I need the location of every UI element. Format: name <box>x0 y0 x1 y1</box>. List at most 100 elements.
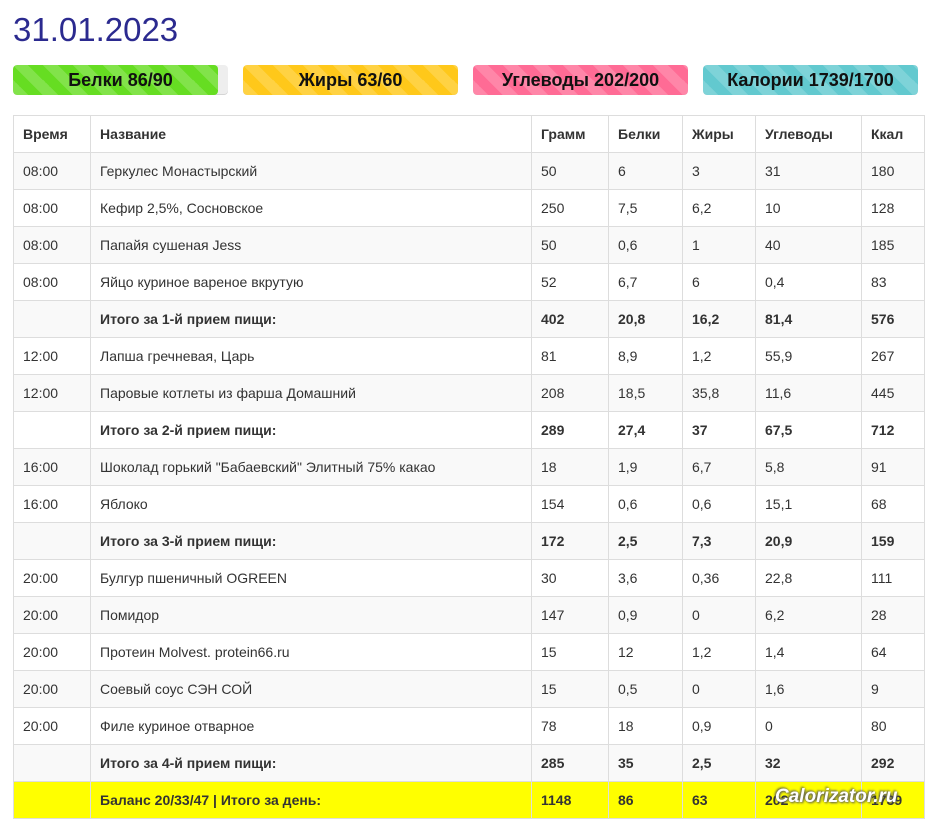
cell-carbs: 40 <box>755 226 862 264</box>
cell-time: 20:00 <box>13 670 91 708</box>
cell-carbs: 67,5 <box>755 411 862 449</box>
table-row: 08:00 Геркулес Монастырский 50 6 3 31 180 <box>13 152 925 190</box>
cell-name: Итого за 1-й прием пищи: <box>90 300 532 338</box>
cell-carbs: 0 <box>755 707 862 745</box>
cell-name: Филе куриное отварное <box>90 707 532 745</box>
cell-carbs: 5,8 <box>755 448 862 486</box>
table-row: 08:00 Папайя сушеная Jess 50 0,6 1 40 185 <box>13 226 925 264</box>
header-fat: Жиры <box>682 115 756 153</box>
cell-name: Соевый соус СЭН СОЙ <box>90 670 532 708</box>
cell-grams: 78 <box>531 707 609 745</box>
cell-name: Итого за 2-й прием пищи: <box>90 411 532 449</box>
cell-carbs: 31 <box>755 152 862 190</box>
cell-time: 16:00 <box>13 485 91 523</box>
cell-kcal: 159 <box>861 522 925 560</box>
fat-progress-bar: Жиры 63/60 <box>243 65 458 95</box>
table-row: 12:00 Лапша гречневая, Царь 81 8,9 1,2 55,9 26… <box>13 337 925 375</box>
cell-kcal: 64 <box>861 633 925 671</box>
cell-protein: 0,9 <box>608 596 683 634</box>
fat-progress-label: Жиры 63/60 <box>298 70 403 90</box>
cell-carbs: 0,4 <box>755 263 862 301</box>
cell-fat: 16,2 <box>682 300 756 338</box>
cell-name: Итого за 3-й прием пищи: <box>90 522 532 560</box>
cell-fat: 7,3 <box>682 522 756 560</box>
meal-total-row: Итого за 2-й прием пищи: 289 27,4 37 67,5 712 <box>13 411 925 449</box>
cell-name: Шоколад горький "Бабаевский" Элитный 75%… <box>90 448 532 486</box>
cell-time: 12:00 <box>13 374 91 412</box>
header-time: Время <box>13 115 91 153</box>
cell-protein: 3,6 <box>608 559 683 597</box>
header-carbs: Углеводы <box>755 115 862 153</box>
meal-total-row: Итого за 1-й прием пищи: 402 20,8 16,2 81,4 5… <box>13 300 925 338</box>
carbs-progress-label: Углеводы 202/200 <box>501 70 660 90</box>
cell-fat: 6,2 <box>682 189 756 227</box>
cell-protein: 86 <box>608 781 683 819</box>
cell-kcal: 185 <box>861 226 925 264</box>
cell-protein: 0,5 <box>608 670 683 708</box>
cell-protein: 27,4 <box>608 411 683 449</box>
meal-total-row: Итого за 3-й прием пищи: 172 2,5 7,3 20,9 159 <box>13 522 925 560</box>
cell-fat: 0 <box>682 670 756 708</box>
table-row: 08:00 Яйцо куриное вареное вкрутую 52 6,7 6 0… <box>13 263 925 301</box>
cell-grams: 18 <box>531 448 609 486</box>
carbs-progress-fill <box>473 65 688 95</box>
cell-carbs: 1,4 <box>755 633 862 671</box>
cell-time: 08:00 <box>13 263 91 301</box>
cell-grams: 289 <box>531 411 609 449</box>
cell-grams: 147 <box>531 596 609 634</box>
cell-grams: 15 <box>531 633 609 671</box>
cell-protein: 8,9 <box>608 337 683 375</box>
cell-grams: 402 <box>531 300 609 338</box>
cell-name: Геркулес Монастырский <box>90 152 532 190</box>
cell-name: Яйцо куриное вареное вкрутую <box>90 263 532 301</box>
cell-grams: 30 <box>531 559 609 597</box>
protein-progress-fill <box>13 65 219 95</box>
cell-grams: 50 <box>531 152 609 190</box>
cell-time: 08:00 <box>13 226 91 264</box>
cell-kcal: 83 <box>861 263 925 301</box>
cell-protein: 6 <box>608 152 683 190</box>
cell-time: 20:00 <box>13 633 91 671</box>
calories-progress-label: Калории 1739/1700 <box>727 70 894 90</box>
cell-time: 20:00 <box>13 707 91 745</box>
cell-protein: 18 <box>608 707 683 745</box>
carbs-progress-bar: Углеводы 202/200 <box>473 65 688 95</box>
cell-kcal: 267 <box>861 337 925 375</box>
cell-grams: 285 <box>531 744 609 782</box>
cell-carbs: 10 <box>755 189 862 227</box>
cell-name: Баланс 20/33/47 | Итого за день: <box>90 781 532 819</box>
cell-grams: 81 <box>531 337 609 375</box>
table-row: 12:00 Паровые котлеты из фарша Домашний 20… <box>13 374 925 412</box>
cell-time: 20:00 <box>13 596 91 634</box>
table-row: 20:00 Соевый соус СЭН СОЙ 15 0,5 0 1,6 9 <box>13 670 925 708</box>
cell-carbs: 55,9 <box>755 337 862 375</box>
cell-kcal: 111 <box>861 559 925 597</box>
progress-bars: Белки 86/90 Жиры 63/60 Углеводы 202/200 … <box>13 65 923 95</box>
table-row: 20:00 Помидор 147 0,9 0 6,2 28 <box>13 596 925 634</box>
cell-kcal: 91 <box>861 448 925 486</box>
cell-protein: 12 <box>608 633 683 671</box>
cell-carbs: 6,2 <box>755 596 862 634</box>
watermark: Calorizator.ru <box>775 786 898 807</box>
calories-progress-bar: Калории 1739/1700 <box>703 65 918 95</box>
meal-total-row: Итого за 4-й прием пищи: 285 35 2,5 32 292 <box>13 744 925 782</box>
cell-name: Папайя сушеная Jess <box>90 226 532 264</box>
cell-fat: 1,2 <box>682 633 756 671</box>
cell-grams: 208 <box>531 374 609 412</box>
cell-time: 20:00 <box>13 559 91 597</box>
cell-carbs: 15,1 <box>755 485 862 523</box>
cell-grams: 52 <box>531 263 609 301</box>
cell-protein: 6,7 <box>608 263 683 301</box>
cell-kcal: 80 <box>861 707 925 745</box>
cell-kcal: 28 <box>861 596 925 634</box>
cell-fat: 37 <box>682 411 756 449</box>
cell-grams: 250 <box>531 189 609 227</box>
cell-kcal: 128 <box>861 189 925 227</box>
table-body: 08:00 Геркулес Монастырский 50 6 3 31 180 08:00… <box>13 152 925 819</box>
cell-fat: 1,2 <box>682 337 756 375</box>
cell-name: Яблоко <box>90 485 532 523</box>
cell-kcal: 576 <box>861 300 925 338</box>
cell-protein: 1,9 <box>608 448 683 486</box>
cell-kcal: 68 <box>861 485 925 523</box>
cell-time <box>13 744 91 782</box>
